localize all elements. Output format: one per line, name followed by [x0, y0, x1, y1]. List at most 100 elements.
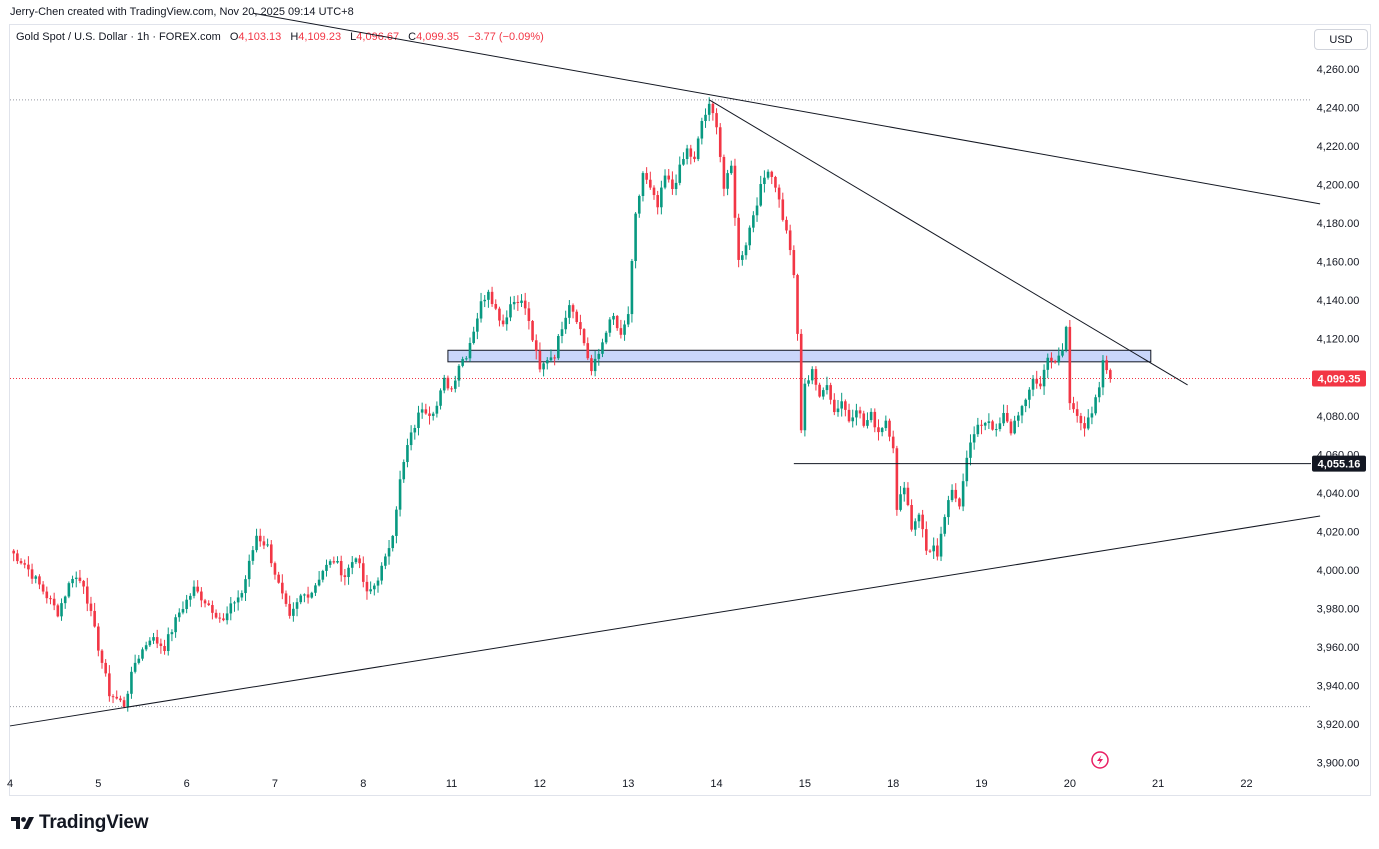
candle-body — [89, 603, 93, 611]
candle — [487, 289, 490, 308]
candle — [954, 483, 958, 503]
candle-body — [85, 586, 89, 604]
candle — [917, 512, 921, 528]
candle — [1068, 319, 1072, 410]
candle-body — [1039, 383, 1042, 387]
candle-body — [166, 634, 170, 651]
candle — [1105, 355, 1108, 374]
candle-body — [325, 564, 328, 571]
candle — [921, 509, 924, 538]
candle-body — [976, 424, 980, 435]
candle-body — [755, 205, 759, 216]
candle-body — [932, 545, 935, 552]
candle-body — [869, 411, 873, 421]
candle-body — [192, 586, 196, 596]
candle-body — [255, 535, 258, 551]
candle-body — [505, 317, 509, 325]
candle — [1072, 396, 1075, 413]
candle — [649, 171, 652, 190]
candle-body — [303, 594, 306, 596]
candle-body — [961, 481, 965, 507]
candle-body — [262, 541, 266, 546]
candle — [292, 602, 295, 622]
candle — [895, 445, 899, 516]
trendline-lower — [9, 515, 1321, 727]
flash-icon[interactable] — [1091, 751, 1109, 769]
candle-body — [174, 617, 177, 633]
candle — [899, 486, 902, 512]
candle-body — [921, 514, 924, 530]
tradingview-logo[interactable]: TradingView — [11, 812, 149, 834]
candle-body — [339, 560, 343, 576]
candle — [384, 553, 387, 570]
candle-body — [384, 556, 387, 566]
candle-body — [994, 429, 998, 431]
candle — [457, 364, 461, 387]
candle-body — [729, 165, 733, 174]
candle-body — [465, 358, 468, 360]
candle-body — [56, 605, 60, 617]
candle — [387, 540, 391, 565]
candle-body — [1053, 360, 1057, 363]
candle-body — [983, 422, 987, 426]
candle — [906, 482, 910, 507]
candle-body — [1035, 378, 1039, 384]
candle — [1002, 404, 1005, 427]
candle-body — [711, 103, 715, 114]
candle-body — [170, 632, 174, 635]
candle-body — [148, 640, 152, 646]
candle-body — [1068, 326, 1072, 404]
candle — [947, 495, 950, 525]
candle — [1024, 398, 1027, 413]
candle — [792, 245, 796, 279]
candle — [299, 593, 303, 605]
candle — [733, 158, 737, 226]
symbol-name[interactable]: Gold Spot / U.S. Dollar · 1h · FOREX.com — [16, 31, 221, 43]
candle-body — [472, 331, 475, 343]
candle — [479, 292, 483, 323]
candle-body — [1057, 355, 1061, 363]
candle-body — [428, 413, 431, 416]
candle — [321, 569, 325, 583]
candle — [604, 330, 608, 345]
candle-body — [23, 563, 27, 565]
candle — [729, 160, 733, 175]
candle-body — [774, 176, 777, 188]
candle-body — [196, 586, 199, 592]
candle — [645, 167, 648, 185]
candle — [119, 695, 122, 703]
candle-body — [803, 383, 807, 431]
candle-body — [759, 184, 763, 206]
candle-body — [152, 637, 155, 641]
candle — [97, 623, 100, 657]
price-tick-label: 4,200.00 — [1317, 180, 1360, 192]
candle — [615, 314, 619, 331]
candle-body — [38, 576, 41, 585]
candle — [343, 568, 347, 586]
candle-body — [119, 698, 122, 701]
candle — [310, 591, 314, 599]
candle — [744, 242, 748, 260]
candle-body — [906, 487, 910, 505]
candle — [45, 586, 49, 604]
trendline-upper-short — [708, 99, 1188, 386]
candle-body — [137, 658, 141, 663]
time-tick-label: 7 — [272, 778, 278, 790]
candle — [244, 575, 247, 601]
candle — [969, 434, 972, 466]
candle — [1097, 381, 1101, 403]
currency-button[interactable]: USD — [1314, 29, 1368, 50]
candle-body — [656, 195, 659, 208]
candle — [420, 402, 424, 419]
candle — [207, 600, 211, 607]
candle-body — [380, 565, 383, 581]
candle — [755, 197, 759, 222]
marked-price-tag: 4,055.16 — [1318, 459, 1361, 471]
chart-pane[interactable] — [9, 24, 1371, 796]
trendline-upper-long — [252, 12, 1321, 205]
candle-body — [27, 564, 30, 570]
candle — [461, 356, 464, 368]
candle-body — [1046, 357, 1050, 370]
candle-body — [623, 324, 626, 335]
